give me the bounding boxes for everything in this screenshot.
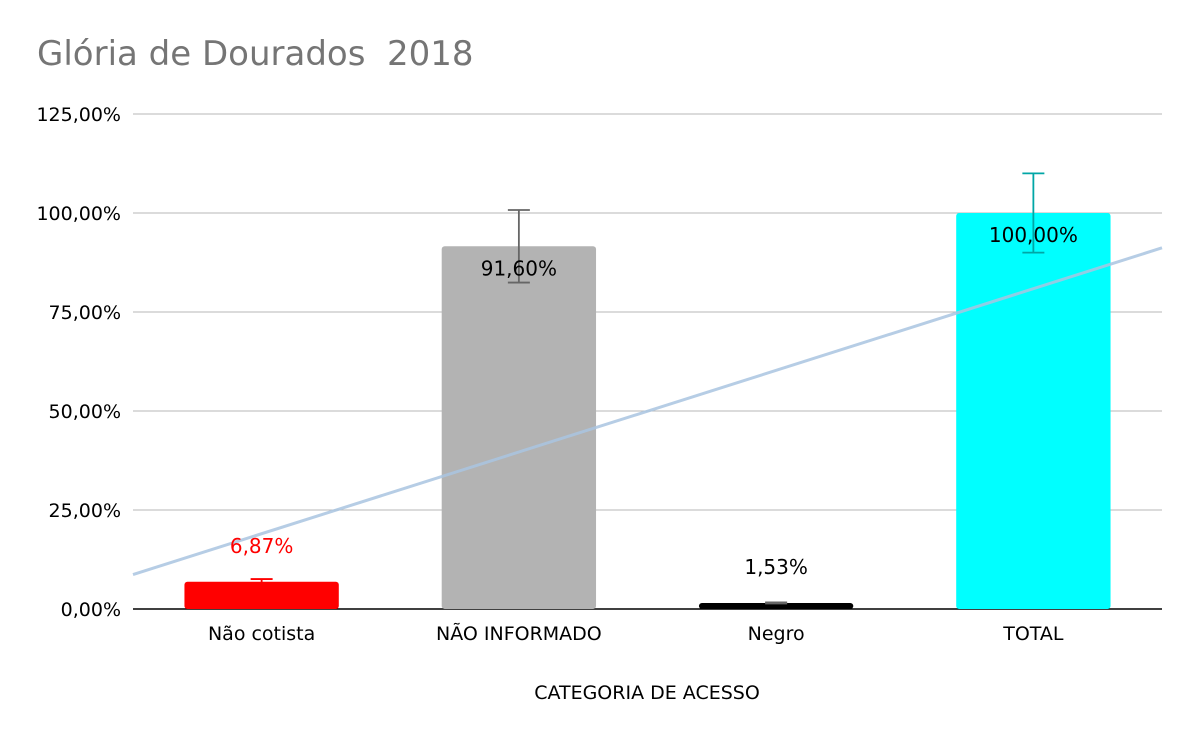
bar: [956, 213, 1111, 609]
x-tick-label: TOTAL: [1002, 623, 1064, 645]
x-axis-label: CATEGORIA DE ACESSO: [534, 682, 760, 704]
x-tick-label: Não cotista: [208, 623, 315, 645]
trendline-line: [132, 246, 1163, 576]
data-label: 91,60%: [481, 256, 557, 280]
error-bars: [250, 172, 1045, 605]
data-label: 1,53%: [744, 555, 808, 579]
x-tick-label: Negro: [748, 623, 805, 645]
chart-title: Glória de Dourados 2018: [37, 34, 474, 74]
y-tick-label: 25,00%: [49, 500, 121, 522]
bars: [184, 213, 1111, 609]
y-tick-label: 100,00%: [36, 203, 121, 225]
y-tick-label: 75,00%: [49, 302, 121, 324]
bar: [698, 602, 854, 609]
bar: [441, 246, 597, 609]
x-tick-label: NÃO INFORMADO: [436, 622, 602, 645]
y-tick-label: 0,00%: [61, 599, 121, 621]
data-label: 100,00%: [989, 223, 1078, 247]
x-axis-categories: Não cotista NÃO INFORMADO Negro TOTAL: [208, 622, 1064, 645]
data-labels: 6,87% 91,60% 1,53% 100,00%: [230, 223, 1078, 579]
data-label: 6,87%: [230, 534, 294, 558]
trendline: [132, 246, 1163, 576]
bar: [184, 581, 339, 609]
y-axis-ticks: 0,00% 25,00% 50,00% 75,00% 100,00% 125,00%: [36, 104, 121, 621]
y-tick-label: 50,00%: [49, 401, 121, 423]
y-tick-label: 125,00%: [36, 104, 121, 126]
